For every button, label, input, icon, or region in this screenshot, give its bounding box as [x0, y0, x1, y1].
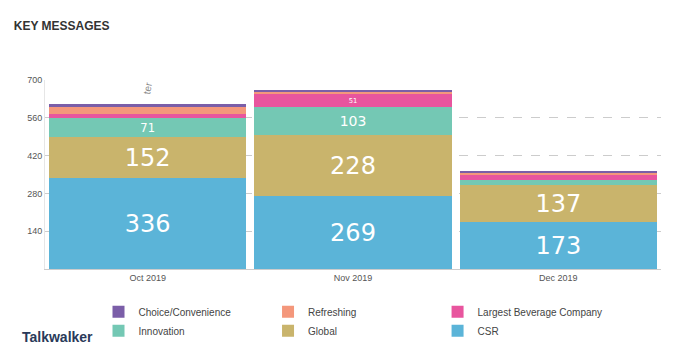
svg-text:51: 51: [349, 97, 358, 105]
svg-text:Dec 2019: Dec 2019: [539, 273, 578, 283]
svg-text:CSR: CSR: [478, 326, 499, 337]
svg-text:Global: Global: [308, 326, 337, 337]
svg-text:137: 137: [535, 190, 581, 218]
svg-text:280: 280: [27, 189, 42, 199]
svg-text:Talkwalker: Talkwalker: [22, 329, 93, 345]
svg-text:228: 228: [330, 152, 376, 180]
svg-text:152: 152: [125, 144, 171, 172]
svg-text:71: 71: [140, 121, 155, 135]
svg-text:173: 173: [535, 232, 581, 260]
svg-text:ter: ter: [141, 81, 154, 95]
svg-text:Nov 2019: Nov 2019: [334, 273, 373, 283]
svg-text:Innovation: Innovation: [139, 326, 185, 337]
svg-text:420: 420: [27, 151, 42, 161]
svg-text:Oct 2019: Oct 2019: [129, 273, 166, 283]
svg-text:140: 140: [27, 226, 42, 236]
svg-text:Refreshing: Refreshing: [308, 307, 356, 318]
svg-text:Largest Beverage Company: Largest Beverage Company: [478, 307, 603, 318]
svg-text:269: 269: [330, 219, 376, 247]
svg-text:Choice/Convenience: Choice/Convenience: [139, 307, 232, 318]
svg-text:560: 560: [27, 113, 42, 123]
svg-text:KEY MESSAGES: KEY MESSAGES: [14, 19, 110, 33]
svg-text:336: 336: [125, 210, 171, 238]
svg-text:700: 700: [27, 75, 42, 85]
svg-text:103: 103: [340, 113, 367, 129]
